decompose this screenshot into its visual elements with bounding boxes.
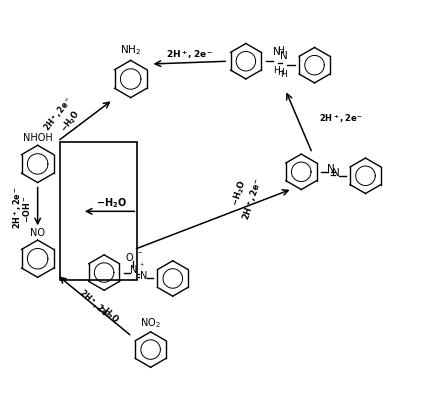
Text: $\mathbf{2H^+, 2e^-}$: $\mathbf{2H^+, 2e^-}$ [319, 112, 363, 125]
Text: $^-$: $^-$ [136, 249, 143, 258]
Text: $\mathbf{-H_2O}$: $\mathbf{-H_2O}$ [58, 108, 83, 135]
Text: $\mathbf{-OH^-}$: $\mathbf{-OH^-}$ [21, 196, 32, 223]
Text: $\mathbf{2H^+, 2e^-}$: $\mathbf{2H^+, 2e^-}$ [240, 177, 266, 222]
Text: H: H [277, 68, 284, 77]
Text: N: N [327, 164, 335, 174]
Text: $\mathbf{2H^+, 2e^-}$: $\mathbf{2H^+, 2e^-}$ [42, 94, 76, 134]
Text: $\mathbf{-H_2O}$: $\mathbf{-H_2O}$ [95, 301, 121, 327]
Text: N: N [140, 271, 147, 281]
Text: $^+$: $^+$ [138, 263, 144, 269]
Text: NO$_2$: NO$_2$ [140, 316, 161, 330]
Text: NO: NO [30, 228, 45, 238]
Text: NH$_2$: NH$_2$ [120, 43, 141, 57]
Text: N: N [273, 47, 281, 57]
Text: $\mathbf{-H_2O}$: $\mathbf{-H_2O}$ [96, 197, 128, 210]
Text: $\mathbf{2H^+, 2e^-}$: $\mathbf{2H^+, 2e^-}$ [12, 186, 24, 229]
Text: H: H [273, 66, 280, 75]
Text: $\mathbf{-H_2O}$: $\mathbf{-H_2O}$ [229, 179, 249, 208]
Text: NHOH: NHOH [23, 133, 53, 143]
Text: N: N [130, 265, 137, 275]
Text: N: N [280, 51, 288, 61]
Text: $\mathbf{2H^+, 2e^-}$: $\mathbf{2H^+, 2e^-}$ [76, 287, 115, 323]
Text: N: N [332, 167, 340, 178]
Text: $\mathbf{2H^+, 2e^-}$: $\mathbf{2H^+, 2e^-}$ [166, 48, 213, 61]
Text: H: H [280, 70, 287, 79]
Text: H: H [277, 46, 284, 55]
Text: O: O [125, 252, 133, 263]
